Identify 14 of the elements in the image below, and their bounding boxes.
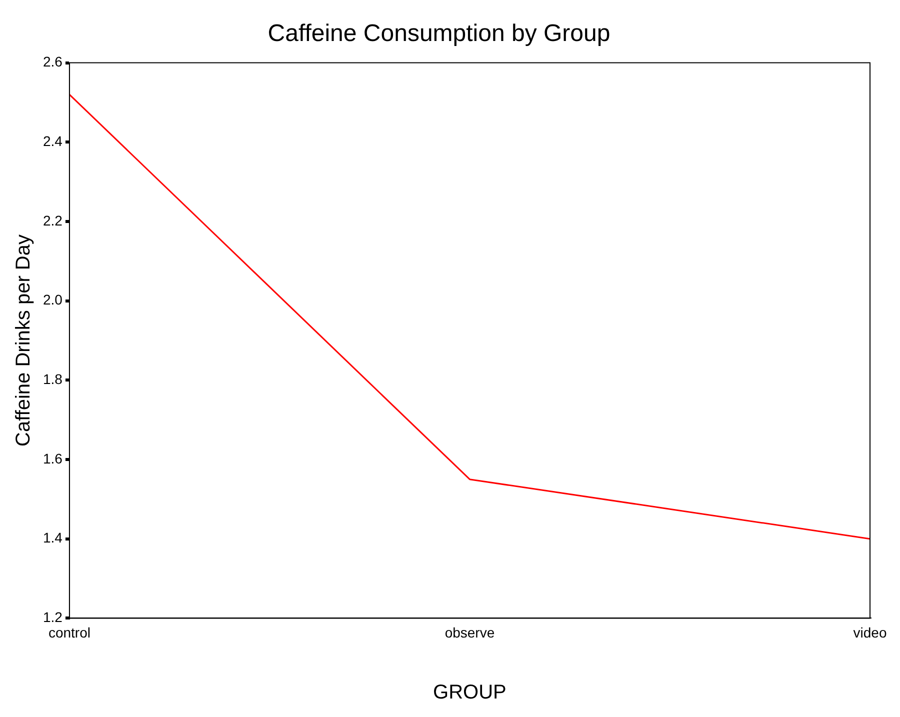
y-tick-label: 1.2 [42,609,63,626]
x-tick-label: video [853,624,887,640]
y-tick-label: 1.6 [42,450,63,466]
y-tick-label: 1.4 [42,530,63,546]
chart-title: Caffeine Consumption by Group [268,20,610,48]
y-tick-label: 2.2 [42,212,63,228]
x-tick-label: observe [444,624,495,640]
x-axis-title: GROUP [433,682,506,704]
x-tick-label: control [48,624,90,640]
y-tick-label: 1.8 [42,371,63,388]
y-tick-label: 2.0 [42,292,63,308]
y-tick-label: 2.6 [42,54,63,70]
y-tick-label: 2.4 [42,133,63,149]
y-axis-title: Caffeine Drinks per Day [12,234,35,446]
